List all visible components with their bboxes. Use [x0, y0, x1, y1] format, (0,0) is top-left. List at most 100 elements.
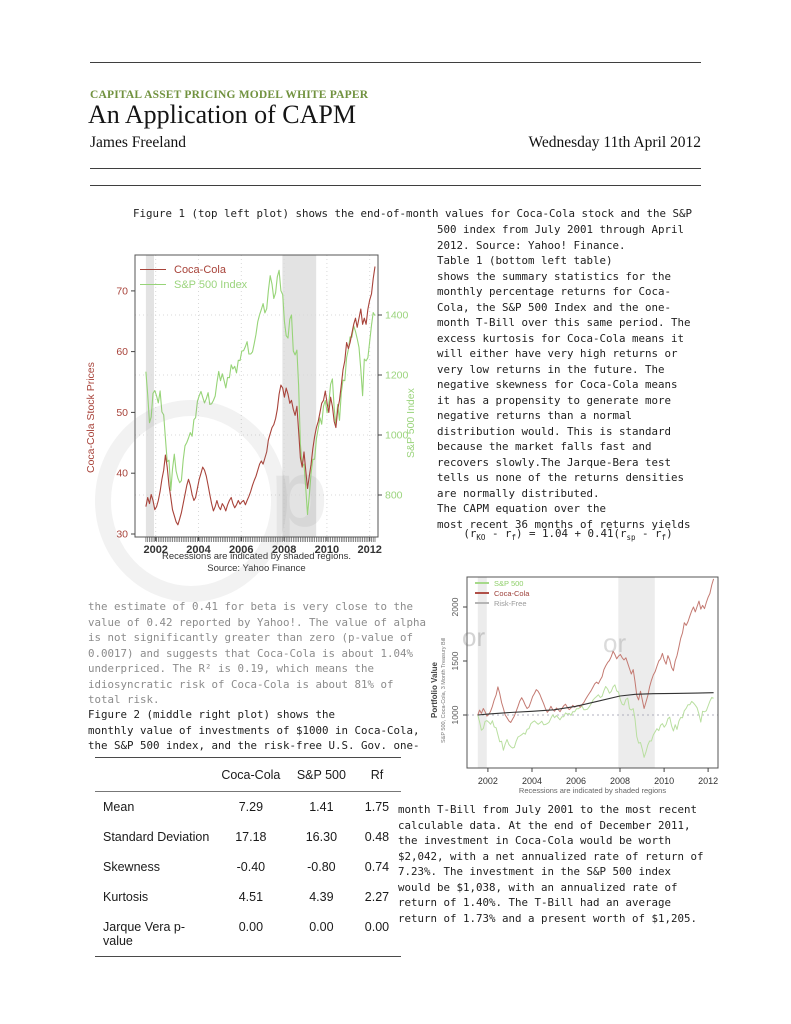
intro-first-line: Figure 1 (top left plot) shows the end-o… [133, 207, 693, 220]
table-header: Coca-Cola S&P 500 Rf [95, 757, 401, 792]
intro-right-column: 500 index from July 2001 through April 2… [437, 223, 691, 531]
legend-item: S&P 500 [475, 578, 529, 588]
figure2: 2002 2004 2006 2008 2010 2012 1000 1500 2000 S&P… [430, 565, 765, 805]
table-cell: 0.48 [364, 830, 390, 844]
formula-part: - r [635, 527, 662, 540]
table-header-cell: Coca-Cola [211, 757, 290, 792]
legend-line-swatch [475, 602, 489, 604]
svg-text:1000: 1000 [450, 705, 460, 724]
svg-text:50: 50 [116, 407, 128, 419]
formula-subscript: f [511, 533, 516, 543]
legend-label: S&P 500 [494, 578, 524, 588]
table-cell: 16.30 [305, 830, 338, 844]
capm-equation: (rKO - rf) = 1.04 + 0.41(rsp - rf) [437, 527, 699, 542]
legend-item: Coca-Cola [140, 262, 247, 277]
author-name: James Freeland [90, 134, 186, 151]
table-cell: 0.00 [238, 920, 264, 934]
legend-line-swatch [475, 582, 489, 584]
table-row: Kurtosis 4.51 4.39 2.27 [95, 882, 401, 912]
figure1-plot: 2002 2004 2006 2008 2010 2012 30 40 50 60 70 800 100… [116, 254, 409, 556]
svg-text:2000: 2000 [450, 597, 460, 616]
legend-item: Coca-Cola [475, 588, 529, 598]
svg-text:60: 60 [116, 346, 128, 358]
table-cell: Jarque Vera p-value [103, 920, 185, 948]
table-cell: Mean [103, 800, 135, 814]
table-row: Skewness -0.40 -0.80 0.74 [95, 852, 401, 882]
table-row: Standard Deviation 17.18 16.30 0.48 [95, 822, 401, 852]
legend-item: Risk-Free [475, 598, 529, 608]
figure1-right-axis-title: S&P 500 Index [405, 388, 417, 458]
svg-text:2002: 2002 [478, 776, 498, 785]
table-cell: 2.27 [364, 890, 390, 904]
table-cell: 4.39 [309, 890, 334, 904]
table-cell: 17.18 [235, 830, 267, 844]
summary-statistics-table: Coca-Cola S&P 500 Rf Mean 7.29 1.41 1.75 Standa… [95, 757, 401, 957]
table-cell: -0.80 [307, 860, 336, 874]
svg-text:2004: 2004 [522, 776, 542, 785]
table-header-cell: S&P 500 [289, 757, 353, 792]
svg-text:30: 30 [116, 529, 128, 541]
svg-text:2006: 2006 [566, 776, 586, 785]
svg-text:2004: 2004 [186, 544, 211, 556]
svg-text:2008: 2008 [272, 544, 296, 556]
page-title: An Application of CAPM [88, 100, 356, 129]
formula-subscript: sp [626, 533, 636, 543]
figure2-plot: 2002 2004 2006 2008 2010 2012 1000 1500 2000 [450, 576, 719, 786]
table-cell: 1.75 [364, 800, 390, 814]
svg-text:40: 40 [116, 468, 128, 480]
legend-line-swatch [140, 268, 166, 271]
legend-label: Risk-Free [494, 598, 527, 608]
legend-line-swatch [475, 592, 489, 594]
figure2-axis-subtitle: S&P 500, Coca-Cola, 3 Month Treasury Bil… [441, 637, 447, 743]
table-row: Mean 7.29 1.41 1.75 [95, 792, 401, 823]
legend-line-swatch [140, 283, 166, 286]
analysis-paragraph: Figure 2 (middle right plot) shows the m… [88, 708, 420, 752]
svg-text:2012: 2012 [698, 776, 718, 785]
table-cell: 0.00 [309, 920, 334, 934]
document-eyebrow: CAPITAL ASSET PRICING MODEL WHITE PAPER [90, 89, 369, 101]
svg-text:1200: 1200 [385, 370, 409, 382]
analysis-paragraph-faded: the estimate of 0.41 for beta is very cl… [88, 600, 427, 706]
formula-part: (r [463, 527, 477, 540]
legend-label: Coca-Cola [174, 263, 226, 276]
svg-text:1400: 1400 [385, 310, 409, 322]
table-cell: Kurtosis [103, 890, 149, 904]
table-cell: Skewness [103, 860, 160, 874]
svg-text:2012: 2012 [357, 544, 381, 556]
table-row: Jarque Vera p-value 0.00 0.00 0.00 [95, 912, 401, 957]
table-cell: 4.51 [238, 890, 264, 904]
figure2-axis-title: Portfolio Value [430, 662, 439, 719]
svg-text:2008: 2008 [610, 776, 630, 785]
figure1-legend: Coca-Cola S&P 500 Index [140, 262, 247, 292]
table-header-cell [95, 757, 212, 792]
conclusion-paragraph: month T-Bill from July 2001 to the most … [398, 803, 704, 925]
legend-label: Coca-Cola [494, 588, 530, 598]
formula-part: - r [485, 527, 512, 540]
figure2-caption: Recessions are indicated by shaded regio… [518, 786, 667, 795]
figure1-caption-line1: Recessions are indicated by shaded regio… [161, 551, 352, 562]
svg-text:1500: 1500 [450, 651, 460, 670]
figure1-caption-line2: Source: Yahoo Finance [207, 563, 306, 574]
horizontal-rule [90, 168, 701, 169]
table-cell: 7.29 [238, 800, 264, 814]
svg-text:800: 800 [385, 490, 403, 502]
table-cell: 1.41 [309, 800, 334, 814]
document-date: Wednesday 11th April 2012 [528, 134, 701, 151]
formula-subscript: f [661, 533, 667, 543]
svg-text:2010: 2010 [315, 544, 339, 556]
formula-part: ) = 1.04 + 0.41(r [515, 527, 627, 540]
svg-text:1000: 1000 [385, 430, 409, 442]
table-cell: 0.00 [364, 920, 390, 934]
table-cell: 0.74 [364, 860, 390, 874]
legend-item: S&P 500 Index [140, 277, 247, 292]
figure1: 2002 2004 2006 2008 2010 2012 30 40 50 60 70 800 100… [85, 243, 420, 578]
svg-text:70: 70 [116, 285, 128, 297]
horizontal-rule [90, 185, 701, 186]
table-header-cell: Rf [352, 757, 401, 792]
legend-label: S&P 500 Index [174, 278, 248, 291]
horizontal-rule [90, 62, 701, 63]
svg-text:2002: 2002 [143, 544, 167, 556]
formula-part: ) [666, 527, 673, 540]
table-cell: -0.40 [236, 860, 266, 874]
